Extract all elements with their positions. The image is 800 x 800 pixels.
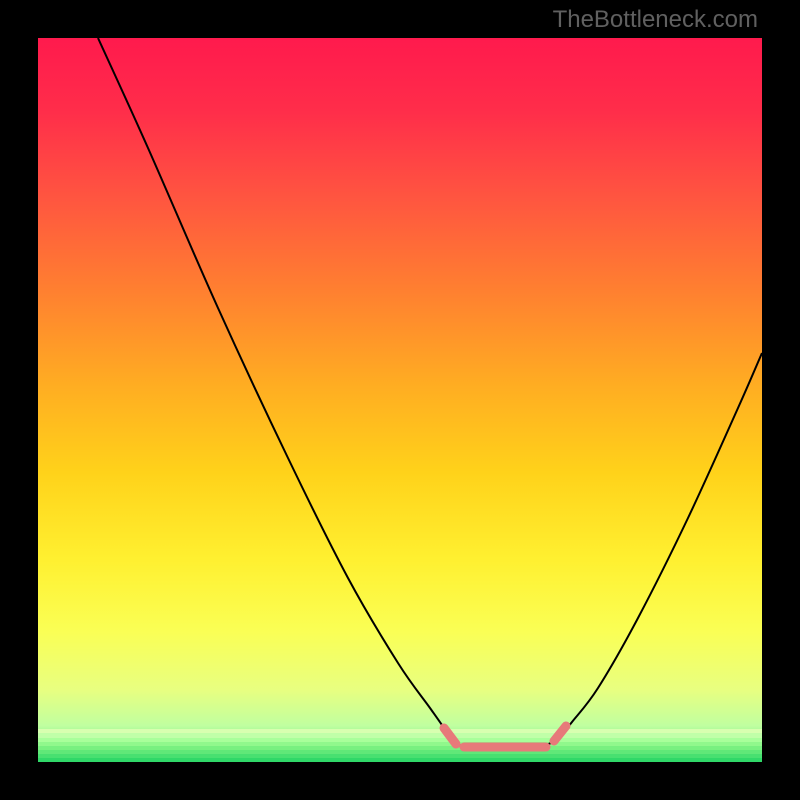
v-curve-path: [98, 38, 762, 747]
watermark-text: TheBottleneck.com: [553, 6, 758, 34]
floor-marker-segment: [444, 728, 456, 744]
floor-marker-segment: [554, 726, 566, 741]
outer-frame: [0, 0, 800, 800]
plot-area: [38, 38, 762, 762]
bottleneck-curve: [38, 38, 762, 762]
